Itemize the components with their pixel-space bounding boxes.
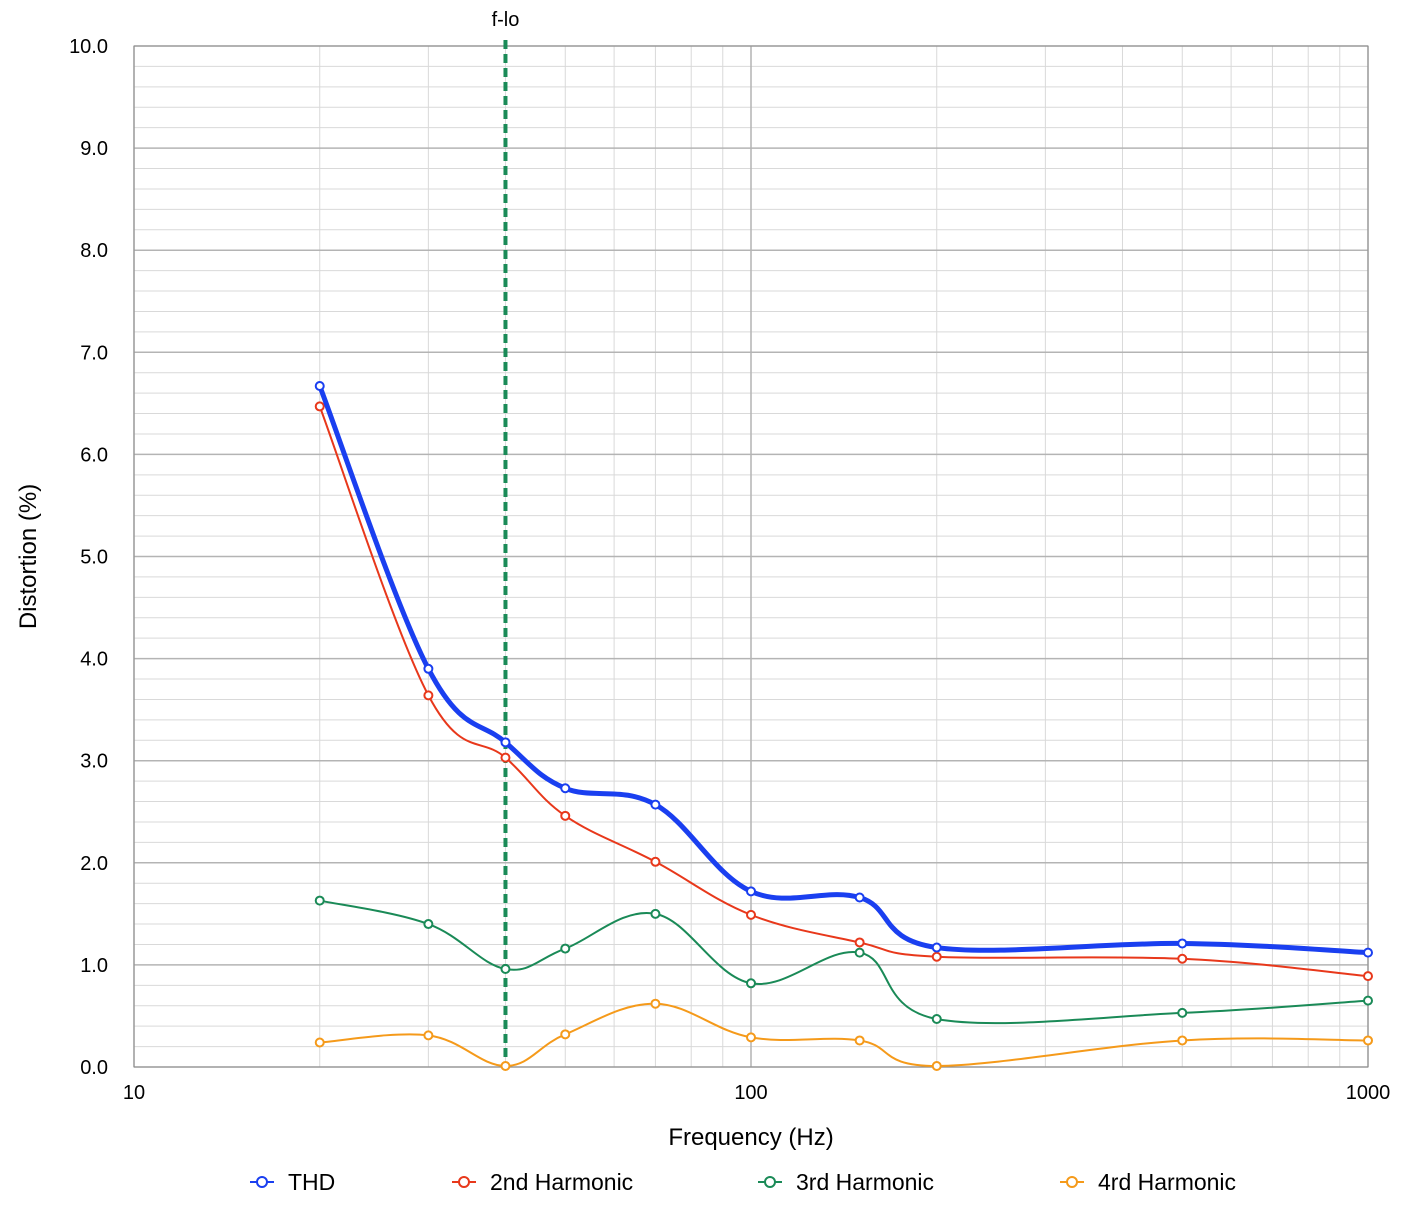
data-point-thd <box>746 886 756 897</box>
legend-marker-thd <box>256 1176 268 1188</box>
y-tick-label: 1.0 <box>80 955 108 977</box>
data-point-3rd-harmonic <box>746 978 756 989</box>
data-point-2nd-harmonic <box>1363 971 1373 982</box>
data-point-3rd-harmonic <box>500 963 511 974</box>
legend-label-3rd-harmonic: 3rd Harmonic <box>796 1169 934 1195</box>
legend-item-3rd-harmonic: 3rd Harmonic <box>758 1169 934 1195</box>
data-point-3rd-harmonic <box>314 895 325 906</box>
legend-label-4rd-harmonic: 4rd Harmonic <box>1098 1169 1236 1195</box>
y-tick-label: 4.0 <box>80 649 108 671</box>
data-point-thd <box>650 799 661 810</box>
data-point-3rd-harmonic <box>650 908 661 919</box>
data-point-2nd-harmonic <box>1177 953 1188 964</box>
data-point-3rd-harmonic <box>423 919 434 930</box>
data-point-thd <box>314 380 325 391</box>
data-point-4rd-harmonic <box>931 1060 942 1071</box>
data-point-4rd-harmonic <box>314 1037 325 1048</box>
data-point-thd <box>1363 947 1373 958</box>
x-axis-title: Frequency (Hz) <box>668 1124 833 1151</box>
x-tick-label: 10 <box>123 1082 145 1104</box>
legend-item-2nd-harmonic: 2nd Harmonic <box>452 1169 633 1195</box>
series-line-4rd-harmonic <box>319 1002 1369 1067</box>
data-point-2nd-harmonic <box>423 690 434 701</box>
series-layer <box>314 380 1373 1071</box>
data-point-2nd-harmonic <box>314 401 325 412</box>
y-tick-label: 9.0 <box>80 138 108 160</box>
y-axis-title: Distortion (%) <box>15 484 42 629</box>
legend: THD 2nd Harmonic 3rd Harmonic 4rd Harmonic <box>250 1169 1236 1195</box>
data-point-3rd-harmonic <box>854 947 865 958</box>
y-tick-label: 5.0 <box>80 547 108 569</box>
y-axis-ticks: 0.0 1.0 2.0 3.0 4.0 5.0 6.0 7.0 8.0 9.0 10.0 <box>69 36 108 1079</box>
x-tick-label: 1000 <box>1346 1082 1391 1104</box>
legend-label-thd: THD <box>288 1169 335 1195</box>
series-4rd-harmonic <box>314 998 1373 1071</box>
data-point-thd <box>423 663 434 674</box>
data-point-4rd-harmonic <box>854 1035 865 1046</box>
y-tick-label: 3.0 <box>80 751 108 773</box>
data-point-4rd-harmonic <box>1363 1035 1373 1046</box>
x-axis-ticks: 10 100 1000 <box>123 1082 1390 1104</box>
legend-label-2nd-harmonic: 2nd Harmonic <box>490 1169 633 1195</box>
data-point-3rd-harmonic <box>1363 995 1373 1006</box>
data-point-4rd-harmonic <box>1177 1035 1188 1046</box>
y-tick-label: 2.0 <box>80 853 108 875</box>
y-tick-label: 8.0 <box>80 240 108 262</box>
legend-item-4rd-harmonic: 4rd Harmonic <box>1060 1169 1236 1195</box>
series-3rd-harmonic <box>314 895 1373 1025</box>
data-point-4rd-harmonic <box>650 998 661 1009</box>
data-point-2nd-harmonic <box>931 951 942 962</box>
data-point-thd <box>931 942 942 953</box>
series-2nd-harmonic <box>314 401 1373 982</box>
data-point-4rd-harmonic <box>560 1029 571 1040</box>
series-line-3rd-harmonic <box>319 899 1369 1025</box>
data-point-2nd-harmonic <box>500 752 511 763</box>
series-thd <box>314 380 1373 958</box>
x-tick-label: 100 <box>734 1082 767 1104</box>
y-tick-label: 0.0 <box>80 1057 108 1079</box>
plot-frame <box>133 45 1369 1068</box>
legend-marker-4rd-harmonic <box>1066 1176 1078 1188</box>
data-point-2nd-harmonic <box>650 856 661 867</box>
y-tick-label: 10.0 <box>69 36 108 58</box>
series-line-2nd-harmonic <box>318 406 1369 978</box>
f-lo-label: f-lo <box>492 9 520 31</box>
data-point-4rd-harmonic <box>500 1060 511 1071</box>
legend-item-thd: THD <box>250 1169 335 1195</box>
data-point-3rd-harmonic <box>1177 1007 1188 1018</box>
data-point-2nd-harmonic <box>746 909 756 920</box>
legend-marker-3rd-harmonic <box>764 1176 776 1188</box>
y-tick-label: 7.0 <box>80 342 108 364</box>
data-point-4rd-harmonic <box>423 1030 434 1041</box>
legend-marker-2nd-harmonic <box>458 1176 470 1188</box>
y-tick-label: 6.0 <box>80 444 108 466</box>
data-point-thd <box>1177 938 1188 949</box>
data-point-3rd-harmonic <box>931 1014 942 1025</box>
data-point-2nd-harmonic <box>560 810 571 821</box>
data-point-thd <box>560 783 571 794</box>
data-point-thd <box>500 737 511 748</box>
data-point-thd <box>854 892 865 903</box>
data-point-3rd-harmonic <box>560 943 571 954</box>
series-line-thd <box>317 385 1369 956</box>
data-point-2nd-harmonic <box>854 937 865 948</box>
data-point-4rd-harmonic <box>746 1032 756 1043</box>
